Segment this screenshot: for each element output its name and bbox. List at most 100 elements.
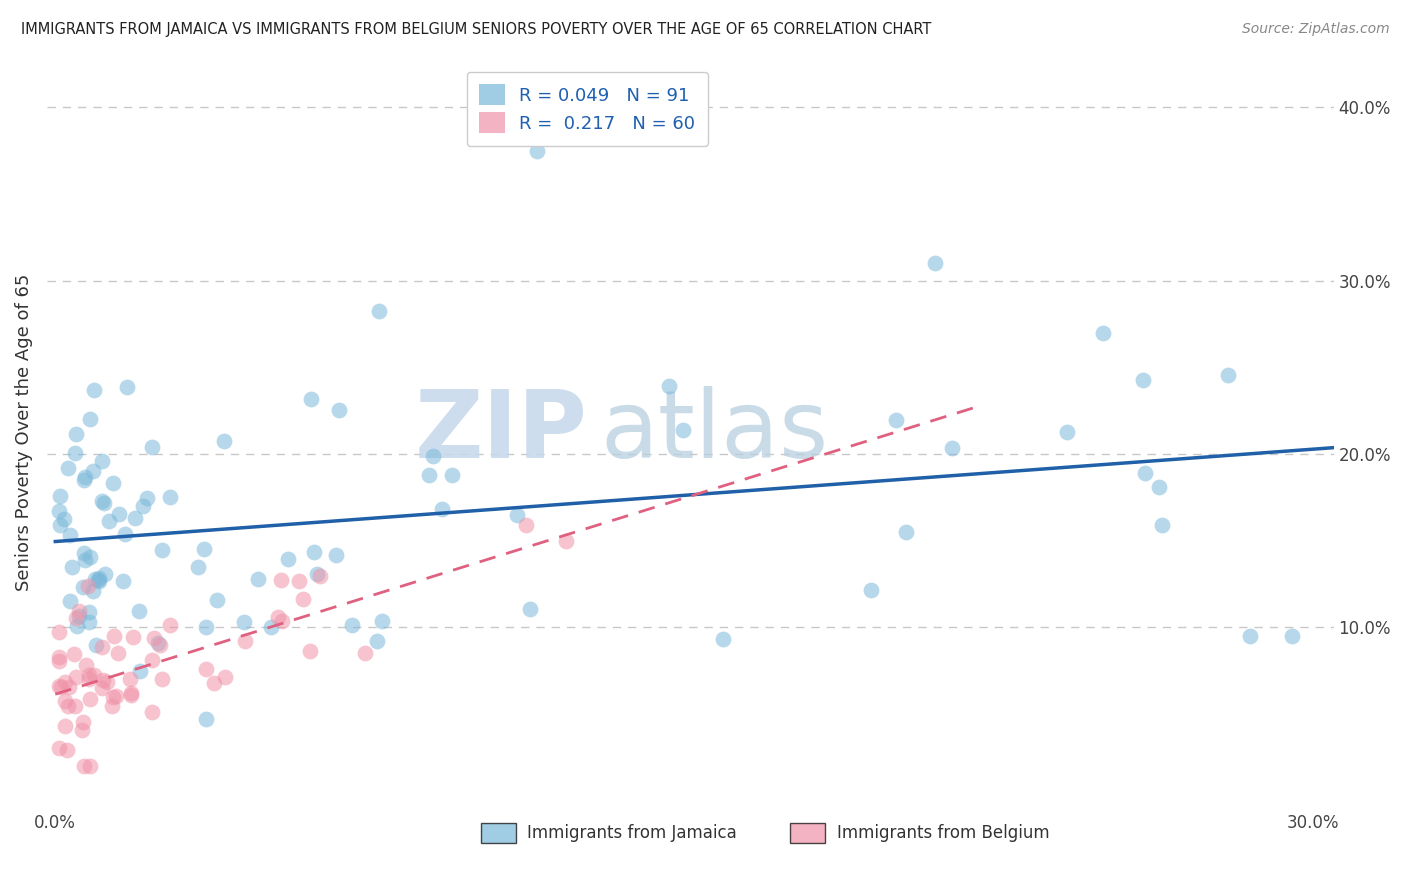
- Point: [103, 629, 125, 643]
- Point: [128, 604, 150, 618]
- Point: [1216, 368, 1239, 383]
- Point: [97, 514, 120, 528]
- Point: [148, 638, 170, 652]
- Point: [307, 567, 329, 582]
- Point: [101, 698, 124, 713]
- Text: Source: ZipAtlas.com: Source: ZipAtlas.com: [1241, 22, 1389, 37]
- Point: [83, 383, 105, 397]
- Point: [48, 741, 70, 756]
- Point: [246, 572, 269, 586]
- Point: [56, 699, 79, 714]
- Point: [83, 668, 105, 682]
- Point: [193, 542, 215, 557]
- Point: [711, 632, 734, 646]
- Text: ZIP: ZIP: [415, 386, 588, 478]
- Point: [131, 500, 153, 514]
- Point: [66, 619, 89, 633]
- Point: [1056, 425, 1078, 440]
- Point: [159, 490, 181, 504]
- Point: [48, 680, 70, 694]
- Point: [1239, 629, 1261, 643]
- Point: [56, 460, 79, 475]
- Point: [53, 674, 76, 689]
- Point: [267, 609, 290, 624]
- Point: [1147, 480, 1170, 494]
- Point: [120, 686, 142, 700]
- Point: [1092, 326, 1115, 340]
- Point: [270, 573, 292, 587]
- Point: [90, 493, 112, 508]
- Text: atlas: atlas: [600, 386, 828, 478]
- Point: [104, 689, 127, 703]
- Point: [121, 630, 143, 644]
- Point: [129, 664, 152, 678]
- Point: [48, 650, 70, 665]
- Point: [79, 759, 101, 773]
- Point: [1281, 629, 1303, 643]
- Point: [90, 453, 112, 467]
- Point: [63, 446, 86, 460]
- Point: [187, 560, 209, 574]
- Point: [53, 719, 76, 733]
- Point: [53, 694, 76, 708]
- Point: [91, 681, 114, 696]
- Point: [141, 652, 163, 666]
- Point: [82, 464, 104, 478]
- Point: [202, 676, 225, 690]
- Point: [60, 560, 83, 574]
- Point: [49, 680, 72, 694]
- Point: [136, 491, 159, 505]
- Point: [672, 423, 695, 437]
- Point: [96, 674, 118, 689]
- Legend: R = 0.049   N = 91, R =  0.217   N = 60: R = 0.049 N = 91, R = 0.217 N = 60: [467, 71, 707, 146]
- Point: [924, 256, 946, 270]
- Point: [101, 476, 124, 491]
- Point: [73, 553, 96, 567]
- Point: [53, 512, 76, 526]
- Point: [658, 379, 681, 393]
- Point: [159, 617, 181, 632]
- Point: [75, 657, 97, 672]
- Point: [371, 615, 394, 629]
- Point: [422, 449, 444, 463]
- Point: [91, 673, 114, 688]
- Point: [368, 304, 391, 318]
- Point: [214, 670, 236, 684]
- Point: [65, 670, 87, 684]
- Point: [84, 638, 107, 652]
- Point: [84, 572, 107, 586]
- Point: [87, 571, 110, 585]
- Point: [91, 640, 114, 654]
- Point: [342, 618, 364, 632]
- Point: [941, 441, 963, 455]
- Point: [120, 688, 142, 702]
- Point: [63, 698, 86, 713]
- Point: [114, 527, 136, 541]
- Point: [77, 605, 100, 619]
- Point: [48, 504, 70, 518]
- Point: [555, 533, 578, 548]
- Point: [48, 625, 70, 640]
- Point: [277, 551, 299, 566]
- Point: [299, 644, 322, 658]
- Point: [195, 712, 218, 726]
- Point: [48, 654, 70, 668]
- Point: [309, 569, 332, 583]
- Y-axis label: Seniors Poverty Over the Age of 65: Seniors Poverty Over the Age of 65: [15, 274, 32, 591]
- Text: IMMIGRANTS FROM JAMAICA VS IMMIGRANTS FROM BELGIUM SENIORS POVERTY OVER THE AGE : IMMIGRANTS FROM JAMAICA VS IMMIGRANTS FR…: [21, 22, 931, 37]
- Point: [526, 144, 548, 158]
- Point: [1132, 373, 1154, 387]
- Point: [49, 517, 72, 532]
- Point: [65, 610, 87, 624]
- Point: [73, 473, 96, 487]
- Text: Immigrants from Jamaica: Immigrants from Jamaica: [527, 823, 737, 842]
- Point: [288, 574, 311, 589]
- Point: [93, 495, 115, 509]
- Point: [233, 634, 256, 648]
- Point: [70, 723, 93, 737]
- Point: [59, 528, 82, 542]
- Text: Immigrants from Belgium: Immigrants from Belgium: [837, 823, 1049, 842]
- Point: [67, 609, 90, 624]
- Point: [519, 602, 541, 616]
- Point: [150, 543, 173, 558]
